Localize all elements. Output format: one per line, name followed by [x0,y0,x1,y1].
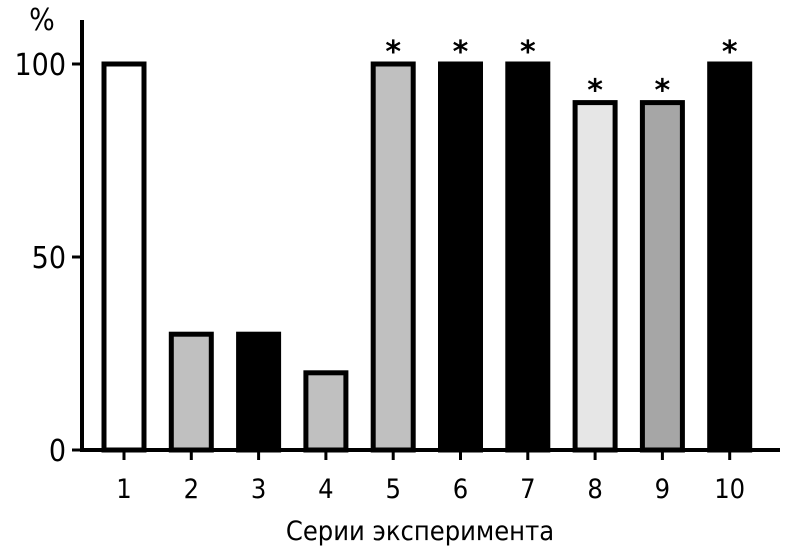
bar-1 [101,61,147,453]
x-tick-label-7: 7 [520,474,535,505]
bar-5 [370,61,416,453]
y-tick-label-50: 50 [32,241,66,276]
x-tick-label-1: 1 [116,474,131,505]
significance-star-5: * [385,35,401,70]
x-tick-label-2: 2 [184,474,199,505]
y-tick-label-0: 0 [49,434,66,469]
bar-8 [572,100,618,453]
bar-2 [168,331,214,453]
y-axis-label: % [29,3,55,38]
x-tick-label-5: 5 [385,474,400,505]
y-tick-label-100: 100 [14,48,66,83]
bars-group [101,61,753,453]
x-tick-label-8: 8 [587,474,602,505]
significance-star-7: * [520,35,536,70]
bar-4 [303,370,349,453]
y-ticks: 0 50 100 [14,48,82,469]
significance-star-8: * [587,74,603,109]
significance-markers: * * * * * * [385,35,738,109]
x-axis-title: Серии эксперимента [286,516,554,547]
x-tick-label-9: 9 [655,474,670,505]
x-ticks: 1 2 3 4 5 6 7 8 9 10 [116,450,745,505]
significance-star-9: * [655,74,671,109]
significance-star-6: * [453,35,469,70]
x-tick-label-10: 10 [714,474,745,505]
x-tick-label-6: 6 [453,474,468,505]
x-tick-label-3: 3 [251,474,266,505]
bar-6 [438,61,483,453]
bar-9 [639,100,685,453]
bar-3 [236,331,282,453]
x-tick-label-4: 4 [318,474,333,505]
significance-star-10: * [722,35,738,70]
bar-7 [505,61,551,453]
bar-10 [707,61,753,453]
